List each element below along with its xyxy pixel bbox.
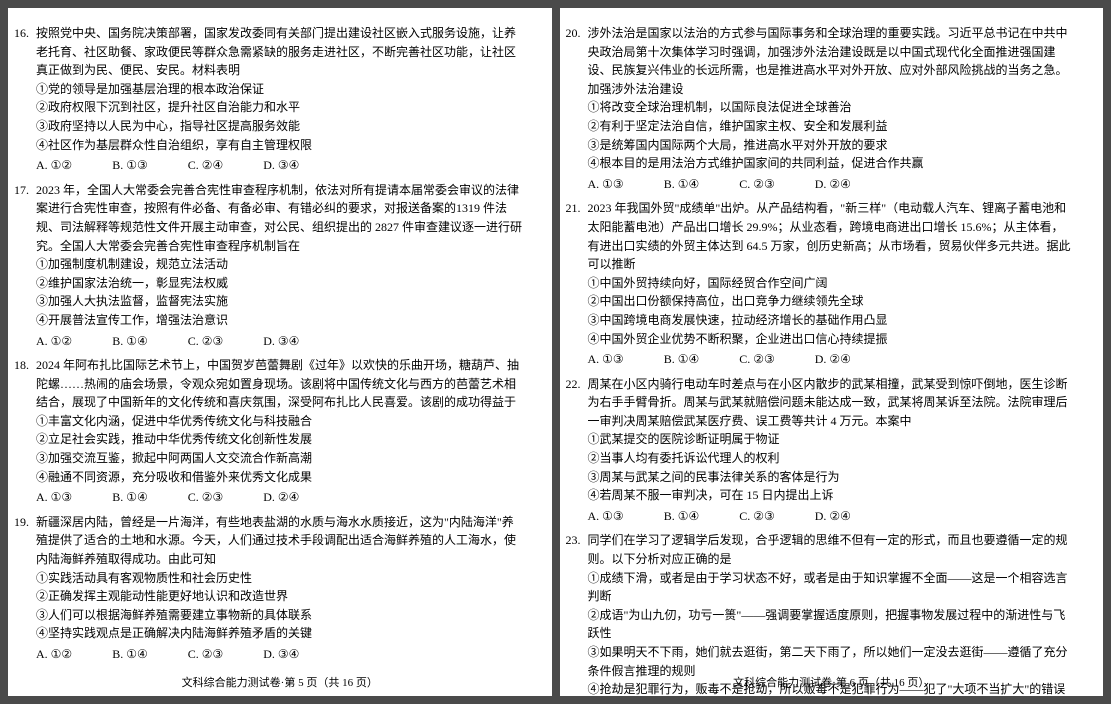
- question-number: 16.: [14, 24, 29, 43]
- answer-choices: A. ①② B. ①④ C. ②③ D. ③④: [36, 332, 524, 351]
- question-number: 18.: [14, 356, 29, 375]
- option-4: ④坚持实践观点是正确解决内陆海鲜养殖矛盾的关键: [36, 624, 524, 643]
- choice-b: B. ①③: [112, 156, 148, 175]
- choice-c: C. ②③: [739, 175, 775, 194]
- question-18: 18. 2024 年阿布扎比国际艺术节上，中国贺岁芭蕾舞剧《过年》以欢快的乐曲开…: [36, 356, 524, 507]
- choice-a: A. ①②: [36, 645, 72, 664]
- choice-a: A. ①②: [36, 332, 72, 351]
- choice-c: C. ②③: [739, 350, 775, 369]
- option-1: ①加强制度机制建设，规范立法活动: [36, 255, 524, 274]
- question-17: 17. 2023 年，全国人大常委会完善合宪性审查程序机制，依法对所有提请本届常…: [36, 181, 524, 350]
- choice-d: D. ③④: [263, 156, 299, 175]
- option-1: ①中国外贸持续向好，国际经贸合作空间广阔: [588, 274, 1076, 293]
- question-16: 16. 按照党中央、国务院决策部署，国家发改委同有关部门提出建设社区嵌入式服务设…: [36, 24, 524, 175]
- choice-b: B. ①④: [664, 350, 700, 369]
- answer-choices: A. ①③ B. ①④ C. ②③ D. ②④: [36, 488, 524, 507]
- option-3: ③周某与武某之间的民事法律关系的客体是行为: [588, 468, 1076, 487]
- option-1: ①实践活动具有客观物质性和社会历史性: [36, 569, 524, 588]
- choice-b: B. ①④: [112, 488, 148, 507]
- option-1: ①成绩下滑，或者是由于学习状态不好，或者是由于知识掌握不全面——这是一个相容选言…: [588, 569, 1076, 606]
- choice-d: D. ②④: [815, 350, 851, 369]
- option-1: ①丰富文化内涵，促进中华优秀传统文化与科技融合: [36, 412, 524, 431]
- option-2: ②正确发挥主观能动性能更好地认识和改造世界: [36, 587, 524, 606]
- option-2: ②维护国家法治统一，彰显宪法权威: [36, 274, 524, 293]
- option-1: ①武某提交的医院诊断证明属于物证: [588, 430, 1076, 449]
- answer-choices: A. ①③ B. ①④ C. ②③ D. ②④: [588, 507, 1076, 526]
- answer-choices: A. ①③ B. ①④ C. ②③ D. ②④: [588, 350, 1076, 369]
- question-stem: 2024 年阿布扎比国际艺术节上，中国贺岁芭蕾舞剧《过年》以欢快的乐曲开场，糖葫…: [36, 356, 524, 412]
- answer-choices: A. ①② B. ①④ C. ②③ D. ③④: [36, 645, 524, 664]
- choice-a: A. ①③: [588, 350, 624, 369]
- option-3: ③加强交流互鉴，掀起中阿两国人文交流合作新高潮: [36, 449, 524, 468]
- page-spread: 16. 按照党中央、国务院决策部署，国家发改委同有关部门提出建设社区嵌入式服务设…: [0, 0, 1111, 704]
- choice-a: A. ①③: [36, 488, 72, 507]
- choice-b: B. ①④: [664, 175, 700, 194]
- choice-c: C. ②④: [188, 156, 224, 175]
- option-2: ②中国出口份额保持高位，出口竞争力继续领先全球: [588, 292, 1076, 311]
- answer-choices: A. ①③ B. ①④ C. ②③ D. ②④: [588, 175, 1076, 194]
- choice-d: D. ②④: [815, 175, 851, 194]
- choice-c: C. ②③: [188, 332, 224, 351]
- exam-viewport: 16. 按照党中央、国务院决策部署，国家发改委同有关部门提出建设社区嵌入式服务设…: [0, 0, 1111, 704]
- option-3: ③是统筹国内国际两个大局，推进高水平对外开放的要求: [588, 136, 1076, 155]
- choice-a: A. ①②: [36, 156, 72, 175]
- option-4: ④中国外贸企业优势不断积聚，企业进出口信心持续提振: [588, 330, 1076, 349]
- question-stem: 2023 年我国外贸"成绩单"出炉。从产品结构看，"新三样"（电动载人汽车、锂离…: [588, 199, 1076, 273]
- page-footer: 文科综合能力测试卷·第 5 页（共 16 页）: [8, 674, 552, 690]
- choice-c: C. ②③: [188, 488, 224, 507]
- option-3: ③中国跨境电商发展快速，拉动经济增长的基础作用凸显: [588, 311, 1076, 330]
- choice-b: B. ①④: [664, 507, 700, 526]
- question-number: 19.: [14, 513, 29, 532]
- option-4: ④社区作为基层群众性自治组织，享有自主管理权限: [36, 136, 524, 155]
- option-1: ①党的领导是加强基层治理的根本政治保证: [36, 80, 524, 99]
- question-stem: 2023 年，全国人大常委会完善合宪性审查程序机制，依法对所有提请本届常委会审议…: [36, 181, 524, 255]
- option-2: ②政府权限下沉到社区，提升社区自治能力和水平: [36, 98, 524, 117]
- option-3: ③人们可以根据海鲜养殖需要建立事物新的具体联系: [36, 606, 524, 625]
- question-stem: 周某在小区内骑行电动车时差点与在小区内散步的武某相撞，武某受到惊吓倒地，医生诊断…: [588, 375, 1076, 431]
- question-stem: 按照党中央、国务院决策部署，国家发改委同有关部门提出建设社区嵌入式服务设施，让养…: [36, 24, 524, 80]
- question-21: 21. 2023 年我国外贸"成绩单"出炉。从产品结构看，"新三样"（电动载人汽…: [588, 199, 1076, 368]
- choice-c: C. ②③: [739, 507, 775, 526]
- option-4: ④若周某不服一审判决，可在 15 日内提出上诉: [588, 486, 1076, 505]
- question-number: 23.: [566, 531, 581, 550]
- question-number: 17.: [14, 181, 29, 200]
- choice-b: B. ①④: [112, 332, 148, 351]
- option-2: ②成语"为山九仞，功亏一篑"——强调要掌握适度原则，把握事物发展过程中的渐进性与…: [588, 606, 1076, 643]
- page-6: 20. 涉外法治是国家以法治的方式参与国际事务和全球治理的重要实践。习近平总书记…: [560, 8, 1104, 696]
- choice-c: C. ②③: [188, 645, 224, 664]
- choice-d: D. ③④: [263, 645, 299, 664]
- question-23: 23. 同学们在学习了逻辑学后发现，合乎逻辑的思维不但有一定的形式，而且也要遵循…: [588, 531, 1076, 696]
- option-3: ③加强人大执法监督，监督宪法实施: [36, 292, 524, 311]
- choice-b: B. ①④: [112, 645, 148, 664]
- choice-d: D. ②④: [815, 507, 851, 526]
- question-22: 22. 周某在小区内骑行电动车时差点与在小区内散步的武某相撞，武某受到惊吓倒地，…: [588, 375, 1076, 526]
- answer-choices: A. ①② B. ①③ C. ②④ D. ③④: [36, 156, 524, 175]
- option-2: ②立足社会实践，推动中华优秀传统文化创新性发展: [36, 430, 524, 449]
- page-footer: 文科综合能力测试卷·第 6 页（共 16 页）: [560, 674, 1104, 690]
- option-4: ④融通不同资源，充分吸收和借鉴外来优秀文化成果: [36, 468, 524, 487]
- choice-a: A. ①③: [588, 507, 624, 526]
- question-stem: 同学们在学习了逻辑学后发现，合乎逻辑的思维不但有一定的形式，而且也要遵循一定的规…: [588, 531, 1076, 568]
- question-number: 20.: [566, 24, 581, 43]
- page-5: 16. 按照党中央、国务院决策部署，国家发改委同有关部门提出建设社区嵌入式服务设…: [8, 8, 552, 696]
- option-4: ④开展普法宣传工作，增强法治意识: [36, 311, 524, 330]
- choice-d: D. ③④: [263, 332, 299, 351]
- choice-a: A. ①③: [588, 175, 624, 194]
- question-stem: 涉外法治是国家以法治的方式参与国际事务和全球治理的重要实践。习近平总书记在中共中…: [588, 24, 1076, 98]
- option-2: ②有利于坚定法治自信，维护国家主权、安全和发展利益: [588, 117, 1076, 136]
- choice-d: D. ②④: [263, 488, 299, 507]
- question-20: 20. 涉外法治是国家以法治的方式参与国际事务和全球治理的重要实践。习近平总书记…: [588, 24, 1076, 193]
- question-stem: 新疆深居内陆，曾经是一片海洋，有些地表盐湖的水质与海水水质接近，这为"内陆海洋"…: [36, 513, 524, 569]
- option-4: ④根本目的是用法治方式维护国家间的共同利益，促进合作共赢: [588, 154, 1076, 173]
- question-number: 21.: [566, 199, 581, 218]
- option-1: ①将改变全球治理机制，以国际良法促进全球善治: [588, 98, 1076, 117]
- option-2: ②当事人均有委托诉讼代理人的权利: [588, 449, 1076, 468]
- question-number: 22.: [566, 375, 581, 394]
- option-3: ③政府坚持以人民为中心，指导社区提高服务效能: [36, 117, 524, 136]
- question-19: 19. 新疆深居内陆，曾经是一片海洋，有些地表盐湖的水质与海水水质接近，这为"内…: [36, 513, 524, 664]
